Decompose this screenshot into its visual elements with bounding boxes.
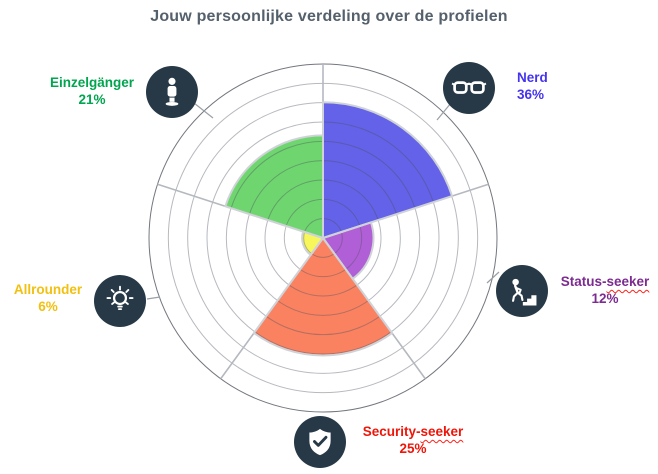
- shield-check-icon: [294, 416, 346, 468]
- label-connector-line: [436, 102, 452, 121]
- sector-outline: [224, 134, 324, 239]
- sector-status-seeker: [323, 222, 374, 279]
- sector-outline: [252, 237, 394, 357]
- label-connector-line: [146, 296, 161, 300]
- allrounder-percent: 6%: [38, 298, 58, 314]
- einzelgaenger-name: Einzelgänger: [49, 75, 135, 90]
- label-connector-line: [486, 271, 500, 284]
- nerd-name: Nerd: [517, 70, 548, 85]
- lightbulb-icon: [94, 275, 146, 327]
- nerd-percent: 36%: [517, 86, 545, 102]
- einzelgaenger-percent: 21%: [78, 91, 106, 107]
- security-seeker-name: Security-seeker: [362, 424, 464, 439]
- sector-outline: [322, 221, 375, 280]
- standing-person-icon: [146, 66, 198, 118]
- sector-security-seeker: [253, 238, 393, 356]
- status-seeker-percent: 12%: [591, 290, 619, 306]
- sector-allrounder: [302, 231, 323, 255]
- status-seeker-name: Status-seeker: [560, 274, 650, 289]
- nerd-label: Nerd 36%: [517, 70, 607, 104]
- allrounder-label: Allrounder 6%: [4, 282, 92, 316]
- label-connector-line: [193, 102, 214, 119]
- allrounder-name: Allrounder: [13, 282, 83, 297]
- einzelgaenger-label: Einzelgänger 21%: [28, 75, 156, 109]
- page-title: Jouw persoonlijke verdeling over de prof…: [150, 8, 508, 25]
- security-seeker-percent: 25%: [399, 440, 427, 456]
- glasses-icon: [443, 62, 495, 114]
- sector-einzelg-nger: [225, 135, 323, 238]
- person-climbing-stairs-icon: [496, 265, 548, 317]
- sector-outline: [322, 101, 454, 239]
- security-seeker-label: Security-seeker 25%: [353, 424, 473, 458]
- sector-nerd: [323, 102, 453, 238]
- status-seeker-label: Status-seeker 12%: [552, 274, 658, 308]
